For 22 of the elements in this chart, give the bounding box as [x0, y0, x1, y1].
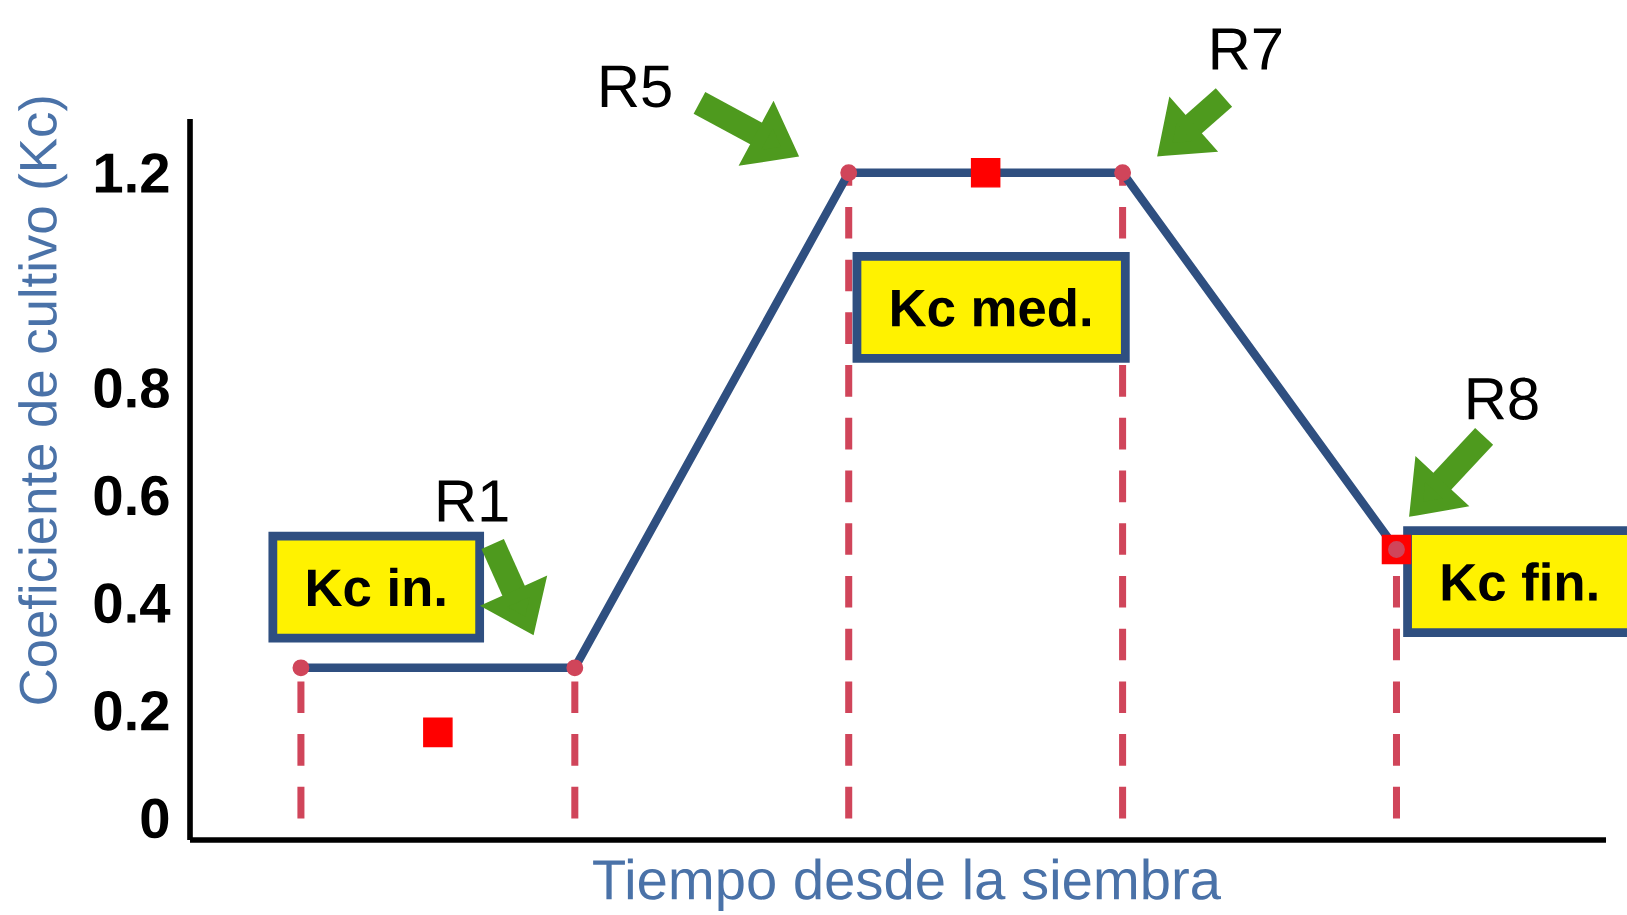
point [292, 659, 310, 677]
y-axis-title: Coeficiente de cultivo (Kc) [18, 97, 68, 704]
y-tick-label: 0 [141, 798, 169, 839]
point [566, 659, 584, 677]
y-tick-label: 0.8 [94, 368, 169, 408]
annotation: Kc in. [308, 567, 445, 607]
text: R5 [601, 65, 671, 108]
point [970, 158, 1001, 188]
annotation: Kc fin. [1442, 562, 1597, 602]
y-tick-label: 0.2 [94, 690, 169, 731]
text: R8 [1468, 377, 1538, 420]
annotation: Kc med. [892, 287, 1090, 327]
y-tick-label: 0.4 [94, 583, 171, 624]
y-tick-label: 1.2 [95, 153, 169, 193]
annotation: R1 [438, 480, 508, 522]
x-axis-title: Tiempo desde la siembra [593, 858, 1221, 911]
y-tick-label: 0.6 [94, 475, 169, 516]
point [840, 164, 858, 182]
text: R7 [1212, 28, 1282, 70]
point [1114, 164, 1132, 182]
point [1388, 540, 1405, 558]
point [423, 717, 453, 748]
